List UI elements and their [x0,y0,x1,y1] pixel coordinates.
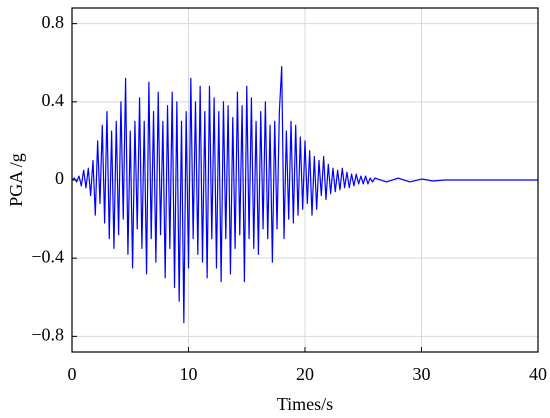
x-tick-label: 30 [413,364,431,384]
x-tick-label: 40 [529,364,547,384]
y-tick-label: 0.4 [42,90,65,110]
series-line [71,66,538,324]
y-tick-label: 0.8 [42,12,65,32]
y-tick-label: −0.8 [31,324,64,344]
x-tick-label: 20 [296,364,314,384]
x-tick-label: 0 [68,364,77,384]
y-axis-label: PGA /g [6,153,26,207]
plot-frame [71,7,539,353]
x-tick-label: 10 [180,364,198,384]
x-axis-label: Times/s [277,394,333,414]
y-tick-label: 0 [55,168,64,188]
y-tick-label: −0.4 [31,246,64,266]
